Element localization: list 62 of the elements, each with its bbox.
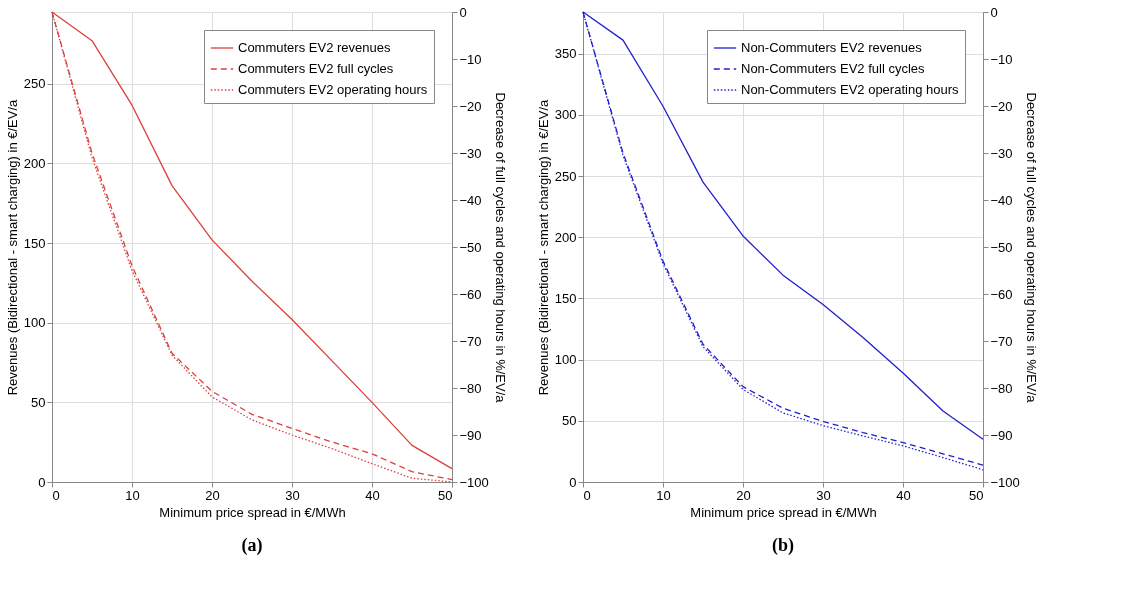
x-axis-title: Minimum price spread in €/MWh [690, 504, 877, 520]
y-tick-label: 100 [554, 352, 577, 368]
y2-tick-label: −30 [459, 145, 482, 161]
y2-tick-label: 0 [459, 4, 467, 20]
y2-axis-title: Decrease of full cycles and operating hours in %/EV/a [492, 92, 508, 404]
y-axis-title: Revenues (Bidirectional - smart charging) in €/EV/a [4, 98, 20, 396]
y2-tick-label: −20 [459, 98, 482, 114]
x-tick-label: 10 [656, 487, 671, 503]
y2-tick-label: −40 [990, 192, 1013, 208]
y2-axis-title: Decrease of full cycles and operating hours in %/EV/a [1023, 92, 1039, 404]
y-tick-label: 50 [562, 413, 577, 429]
y2-tick-label: −100 [459, 474, 489, 490]
x-axis-title: Minimum price spread in €/MWh [159, 504, 346, 520]
y2-tick-label: −10 [459, 51, 482, 67]
y-tick-label: 150 [554, 290, 577, 306]
x-tick-label: 50 [969, 487, 984, 503]
y2-tick-label: −70 [990, 333, 1013, 349]
y-tick-label: 200 [23, 155, 46, 171]
x-tick-label: 40 [896, 487, 911, 503]
y2-tick-label: −80 [990, 380, 1013, 396]
y-tick-label: 300 [554, 107, 577, 123]
x-tick-label: 40 [365, 487, 380, 503]
y-tick-label: 0 [38, 474, 46, 490]
y2-tick-label: −80 [459, 380, 482, 396]
x-tick-label: 0 [52, 487, 60, 503]
y-tick-label: 350 [554, 46, 577, 62]
y2-tick-label: −60 [459, 286, 482, 302]
y2-tick-label: −60 [990, 286, 1013, 302]
y2-tick-label: −40 [459, 192, 482, 208]
x-tick-label: 30 [816, 487, 831, 503]
y-tick-label: 100 [23, 315, 46, 331]
y-tick-label: 250 [554, 168, 577, 184]
y-tick-label: 0 [569, 474, 577, 490]
x-tick-label: 50 [438, 487, 453, 503]
legend-label: Non-Commuters EV2 full cycles [741, 61, 925, 76]
y-axis-title: Revenues (Bidirectional - smart charging) in €/EV/a [535, 98, 551, 396]
y2-tick-label: −100 [990, 474, 1020, 490]
y2-tick-label: −50 [459, 239, 482, 255]
y-tick-label: 200 [554, 229, 577, 245]
x-tick-label: 20 [205, 487, 220, 503]
legend-label: Non-Commuters EV2 revenues [741, 40, 923, 55]
y-tick-label: 150 [23, 235, 46, 251]
x-tick-label: 20 [736, 487, 751, 503]
y2-tick-label: 0 [990, 4, 998, 20]
y2-tick-label: −50 [990, 239, 1013, 255]
legend-label: Commuters EV2 revenues [238, 40, 391, 55]
text: (a) [241, 535, 263, 556]
x-tick-label: 0 [583, 487, 591, 503]
y2-tick-label: −90 [990, 427, 1013, 443]
y2-tick-label: −30 [990, 145, 1013, 161]
y2-tick-label: −10 [990, 51, 1013, 67]
legend-label: Commuters EV2 operating hours [238, 82, 428, 97]
y2-tick-label: −20 [990, 98, 1013, 114]
text: (b) [772, 535, 794, 556]
y2-tick-label: −70 [459, 333, 482, 349]
x-tick-label: 30 [285, 487, 300, 503]
x-tick-label: 10 [125, 487, 140, 503]
legend-label: Non-Commuters EV2 operating hours [741, 82, 959, 97]
y-tick-label: 50 [31, 394, 46, 410]
y2-tick-label: −90 [459, 427, 482, 443]
y-tick-label: 250 [23, 76, 46, 92]
legend-label: Commuters EV2 full cycles [238, 61, 394, 76]
